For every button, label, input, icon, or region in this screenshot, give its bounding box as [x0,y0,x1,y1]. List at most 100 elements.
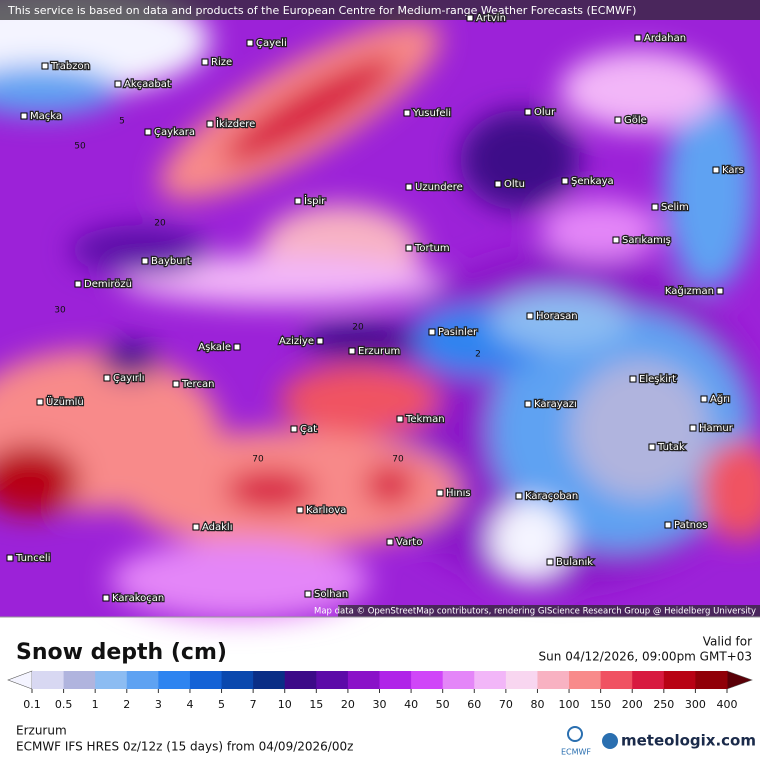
place-marker [294,197,302,205]
attribution: Map data © OpenStreetMap contributors, r… [314,607,756,617]
colorbar-swatch [189,671,223,689]
place-label: Eleşkirt [639,374,676,385]
place-label: Oltu [504,179,525,190]
ecmwf-logo [567,726,583,742]
place-marker [290,425,298,433]
place-marker [651,203,659,211]
place-label: Uzundere [415,182,463,193]
place-label: Solhan [314,589,348,600]
colorbar-swatch [253,671,286,689]
ecmwf-label: ECMWF [561,748,591,757]
place-label: Maçka [30,111,62,122]
colorbar-swatch [63,671,96,689]
place-marker [629,375,637,383]
notice: This service is based on data and produc… [7,4,636,17]
place-marker [172,380,180,388]
place-marker [648,443,656,451]
place-label: İspir [304,194,326,207]
place-label: Varto [396,537,422,548]
place-label: Olur [534,107,556,118]
place-label: Tercan [181,379,214,390]
place-label: Tunceli [15,553,50,564]
place-marker [524,108,532,116]
place-label: Kağızman [665,285,714,297]
place-marker [436,489,444,497]
place-marker [466,14,474,22]
colorbar-label: 3 [155,698,162,711]
place-marker [316,337,324,345]
colorbar-swatch [411,671,444,689]
colorbar-swatch [126,671,159,689]
colorbar-label: 30 [373,698,387,711]
place-label: Selim [661,202,689,213]
place-label: Ağrı [710,393,730,405]
place-label: Karaçoban [525,491,578,502]
colorbar-label: 5 [218,698,225,711]
place-label: Erzurum [358,346,400,357]
colorbar-swatch [505,671,538,689]
place-label: Çayırlı [113,373,144,384]
colorbar-label: 60 [467,698,481,711]
contour-label: 2 [673,374,679,384]
place-marker [396,415,404,423]
place-marker [634,34,642,42]
place-marker [612,236,620,244]
place-label: Sarıkamış [622,235,671,246]
brand: meteologix.com [621,732,756,750]
colorbar-swatch [95,671,128,689]
brand-logo [602,733,618,749]
place-label: Şenkaya [571,176,614,187]
place-marker [201,58,209,66]
place-marker [428,328,436,336]
place-marker [405,244,413,252]
contour-label: 50 [74,142,86,152]
contour-label: 20 [154,219,166,229]
place-marker [74,280,82,288]
colorbar-swatch [474,671,507,689]
colorbar-label: 200 [622,698,643,711]
colorbar-label: 100 [559,698,580,711]
place-label: Trabzon [50,61,90,72]
contour-labels: 5 50 20 30 20 2 2 70 70 [54,117,679,465]
place-marker [41,62,49,70]
place-label: Karlıova [306,505,346,516]
colorbar-label: 10 [278,698,292,711]
place-label: Göle [624,115,647,126]
place-marker [526,312,534,320]
place-label: Bulanık [556,557,593,568]
contour-label: 70 [252,455,264,465]
colorbar-label: 2 [123,698,130,711]
place-marker [6,554,14,562]
place-label: Tutak [657,442,685,453]
place-label: Artvin [476,13,506,24]
location: Erzurum [16,724,67,738]
place-marker [233,343,241,351]
place-marker [144,128,152,136]
place-label: Çaykara [154,127,195,138]
place-label: Karayazı [534,399,577,410]
colorbar-label: 15 [309,698,323,711]
colorbar-label: 80 [530,698,544,711]
place-label: Çayeli [256,38,287,49]
place-label: Tortum [414,243,450,254]
colorbar-swatch [347,671,380,689]
colorbar-label: 1 [92,698,99,711]
legend-title: Snow depth (cm) [16,640,227,665]
place-marker [494,180,502,188]
colorbar-label: 400 [717,698,738,711]
place-marker [20,112,28,120]
colorbar-label: 7 [250,698,257,711]
colorbar-swatch [379,671,412,689]
colorbar-swatch [663,671,696,689]
place-label: Yusufeli [412,108,451,119]
place-marker [403,109,411,117]
place-marker [296,506,304,514]
colorbar-swatch [600,671,633,689]
places: Trabzon Akçaabat Çayeli Rize Artvin Ardahan Ma… [6,12,745,605]
colorbar-label: 250 [653,698,674,711]
place-marker [716,287,724,295]
colorbar-over [726,670,753,690]
colorbar-swatch [537,671,570,689]
place-marker [614,116,622,124]
colorbar-swatch [569,671,602,689]
